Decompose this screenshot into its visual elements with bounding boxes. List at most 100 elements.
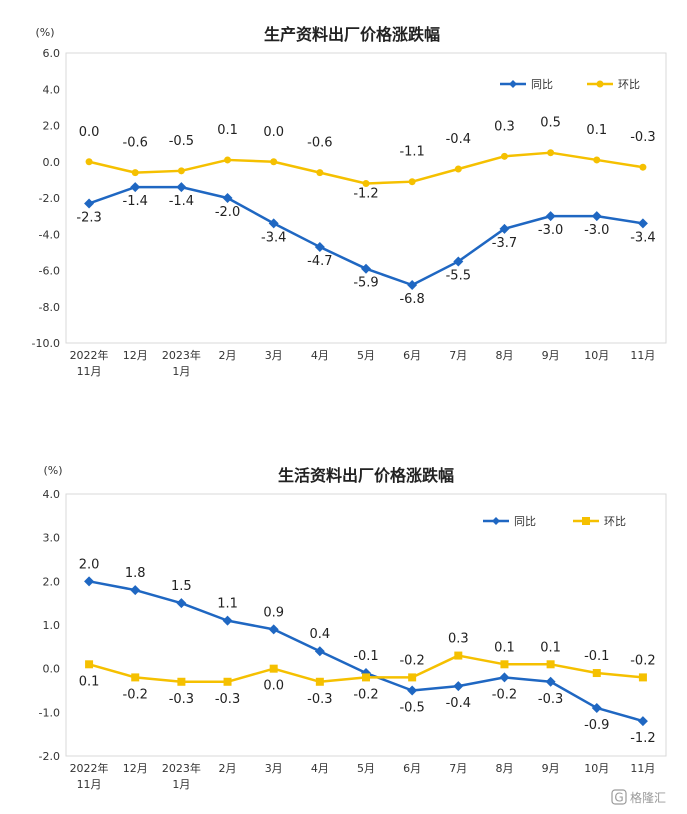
data-label: 0.3 [448,632,469,647]
y-tick-label: 4.0 [43,488,61,501]
x-tick-line: 9月 [542,762,560,775]
y-tick-label: -6.0 [39,265,60,278]
y-tick-label: 1.0 [43,619,61,632]
data-point-marker [222,615,233,626]
data-label: -0.4 [446,696,471,711]
data-label: -3.7 [492,236,517,251]
data-label: 0.1 [79,674,100,689]
data-label: 1.1 [217,597,238,612]
x-tick-label: 9月 [542,349,560,362]
data-label: -2.3 [76,210,101,225]
x-tick-line: 9月 [542,349,560,362]
legend-marker [492,517,500,525]
data-point-marker [453,681,464,692]
y-unit-label: (%) [35,26,54,39]
y-tick-label: 6.0 [43,47,61,60]
y-tick-label: -10.0 [32,337,60,350]
data-point-marker [499,223,510,234]
y-tick-label: 0.0 [43,663,61,676]
x-tick-line: 2022年 [70,761,109,775]
x-tick-label: 12月 [123,762,148,775]
legend-label: 同比 [514,515,536,528]
data-label: -0.2 [353,687,378,702]
data-point-marker [453,256,464,267]
x-tick-line: 5月 [357,349,375,362]
x-tick-line: 10月 [584,762,609,775]
x-tick-line: 3月 [265,762,283,775]
data-label: 0.4 [310,627,331,642]
data-label: -0.6 [307,136,332,151]
legend-label: 同比 [531,78,553,91]
x-tick-label: 2023年 1月 [162,348,201,378]
y-tick-label: -8.0 [39,301,60,314]
y-tick-label: 2.0 [43,575,61,588]
data-point-marker [84,198,95,209]
data-point-marker [177,167,185,175]
x-tick-line: 2023年 [162,761,201,775]
x-tick-label: 4月 [311,762,329,775]
producer-goods-chart: 生产资料出厂价格涨跌幅 (%) 6.0 4.0 2.0 0.0 -2.0 -4.0 -6.0 -8… [32,25,667,378]
x-tick-line: 2022年 [70,348,109,362]
x-tick-label: 11月 [630,762,655,775]
x-tick-line: 6月 [403,349,421,362]
data-point-marker [268,218,279,229]
data-label: -0.3 [215,692,240,707]
data-label: 0.9 [263,605,284,620]
x-tick-line: 1月 [172,778,190,791]
plot-frame [65,493,667,757]
data-label: -2.0 [215,205,240,220]
x-tick-label: 9月 [542,762,560,775]
legend-marker [509,80,517,88]
x-tick-label: 3月 [265,762,283,775]
data-point-marker [454,651,463,660]
data-label: -0.2 [492,687,517,702]
data-label: 0.1 [217,123,238,138]
data-label: -0.1 [353,649,378,664]
data-label: -0.5 [169,134,194,149]
watermark-text: 格隆汇 [630,790,666,805]
series-line-mom [88,151,644,185]
x-tick-label: 6月 [403,349,421,362]
data-label: 0.0 [263,679,284,694]
x-tick-line: 2月 [219,349,237,362]
x-tick-label: 7月 [449,349,467,362]
data-point-marker [361,263,371,274]
data-point-marker [314,646,325,657]
y-tick-label: -4.0 [39,228,60,241]
data-point-marker [547,149,555,157]
data-label: -1.2 [353,187,378,202]
x-tick-line: 11月 [77,778,102,791]
data-label: -0.6 [123,136,148,151]
data-point-marker [407,280,418,290]
data-point-marker [316,169,324,177]
data-label: -0.3 [169,692,194,707]
x-tick-label: 2022年 11月 [70,761,109,791]
data-point-marker [85,158,93,166]
data-point-marker [131,673,140,682]
watermark: G 格隆汇 [611,789,666,805]
legend-marker [582,517,590,525]
y-tick-label: -2.0 [39,750,60,763]
data-point-marker [222,193,233,203]
data-point-marker [270,158,278,166]
x-tick-label: 2月 [219,762,237,775]
x-tick-line: 6月 [403,762,421,775]
data-label: -0.1 [584,649,609,664]
data-point-marker [593,156,601,164]
data-label: -3.4 [630,230,655,245]
data-label: 0.1 [540,640,561,655]
consumer-goods-chart: 生活资料出厂价格涨跌幅 (%) 4.0 3.0 2.0 1.0 0.0 -1.0 -2.0 202… [39,464,667,791]
data-point-marker [546,660,555,669]
data-label: -3.4 [261,230,286,245]
data-label: -0.3 [630,130,655,145]
data-point-marker [639,163,647,171]
x-tick-line: 10月 [584,349,609,362]
x-tick-line: 5月 [357,762,375,775]
data-point-marker [223,677,232,686]
x-tick-label: 8月 [495,762,513,775]
y-tick-label: -2.0 [39,192,60,205]
data-label: 0.1 [494,640,515,655]
data-label: -4.7 [307,254,332,269]
data-label: -5.9 [353,276,378,291]
